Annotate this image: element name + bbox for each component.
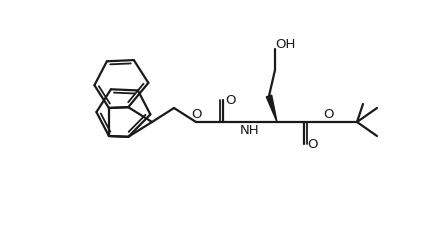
Polygon shape: [266, 95, 277, 122]
Text: NH: NH: [240, 124, 260, 136]
Text: OH: OH: [275, 38, 295, 52]
Text: O: O: [226, 94, 236, 106]
Text: O: O: [191, 108, 201, 122]
Text: O: O: [307, 138, 317, 150]
Text: O: O: [324, 108, 334, 120]
